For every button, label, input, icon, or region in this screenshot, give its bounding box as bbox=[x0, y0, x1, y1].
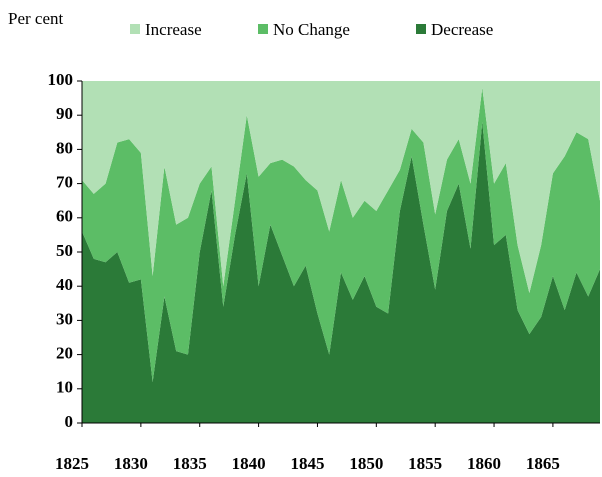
x-tick-label: 1860 bbox=[467, 454, 501, 473]
x-tick-label: 1845 bbox=[290, 454, 324, 473]
y-tick-label: 90 bbox=[56, 104, 73, 123]
y-tick-label: 0 bbox=[65, 412, 74, 431]
x-tick-label: 1840 bbox=[232, 454, 266, 473]
area bbox=[82, 81, 600, 294]
y-tick-label: 50 bbox=[56, 241, 73, 260]
y-tick-label: 30 bbox=[56, 309, 73, 328]
legend-swatch bbox=[130, 24, 140, 34]
legend-label: Increase bbox=[145, 20, 202, 39]
y-axis-label: Per cent bbox=[8, 9, 64, 28]
x-tick-label: 1825 bbox=[55, 454, 89, 473]
y-tick-label: 80 bbox=[56, 138, 73, 157]
y-tick-label: 70 bbox=[56, 173, 73, 192]
legend-swatch bbox=[258, 24, 268, 34]
y-tick-label: 20 bbox=[56, 344, 73, 363]
y-tick-label: 100 bbox=[48, 70, 74, 89]
y-tick-label: 10 bbox=[56, 378, 73, 397]
x-tick-label: 1835 bbox=[173, 454, 207, 473]
x-tick-label: 1855 bbox=[408, 454, 442, 473]
y-tick-label: 40 bbox=[56, 275, 73, 294]
legend-label: No Change bbox=[273, 20, 350, 39]
legend-swatch bbox=[416, 24, 426, 34]
legend-label: Decrease bbox=[431, 20, 493, 39]
x-tick-label: 1850 bbox=[349, 454, 383, 473]
y-tick-label: 60 bbox=[56, 207, 73, 226]
x-tick-label: 1830 bbox=[114, 454, 148, 473]
x-tick-label: 1865 bbox=[526, 454, 560, 473]
area bbox=[82, 87, 600, 382]
